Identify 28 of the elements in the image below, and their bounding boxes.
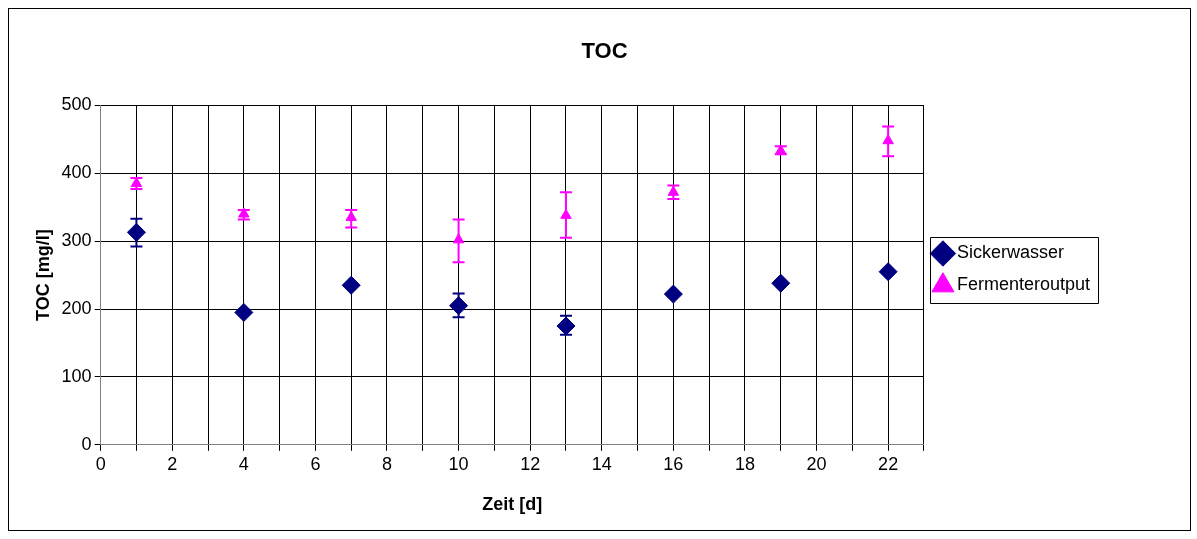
point bbox=[771, 273, 791, 293]
x-tick-label: 12 bbox=[520, 453, 541, 474]
chart-title: TOC bbox=[581, 38, 628, 64]
y-axis-title: TOC [mg/l] bbox=[32, 229, 53, 321]
y-tick-label: 500 bbox=[61, 94, 92, 115]
x-tick-label: 8 bbox=[381, 453, 393, 474]
point bbox=[341, 275, 361, 295]
y-tick-label: 100 bbox=[61, 365, 92, 386]
y-tick-label: 300 bbox=[61, 230, 92, 251]
x-tick-label: 4 bbox=[238, 453, 249, 474]
x-tick-label: 14 bbox=[591, 453, 612, 474]
x-tick-label: 0 bbox=[95, 453, 106, 474]
x-tick-label: 18 bbox=[734, 453, 755, 474]
legend-label: Fermenteroutput bbox=[956, 274, 1091, 295]
x-axis-title: Zeit [d] bbox=[482, 494, 543, 515]
y-tick-label: 400 bbox=[61, 162, 92, 183]
x-tick-label: 22 bbox=[878, 453, 899, 474]
legend-label: Sickerwasser bbox=[956, 242, 1064, 263]
point bbox=[663, 284, 683, 304]
point bbox=[234, 302, 254, 322]
y-tick-label: 200 bbox=[61, 298, 92, 319]
x-tick-label: 16 bbox=[663, 453, 684, 474]
x-tick-label: 10 bbox=[448, 453, 469, 474]
y-tick-label: 0 bbox=[81, 433, 92, 454]
point bbox=[878, 262, 898, 282]
x-tick-label: 6 bbox=[310, 453, 321, 474]
x-tick-label: 2 bbox=[167, 453, 178, 474]
x-tick-label: 20 bbox=[806, 453, 827, 474]
